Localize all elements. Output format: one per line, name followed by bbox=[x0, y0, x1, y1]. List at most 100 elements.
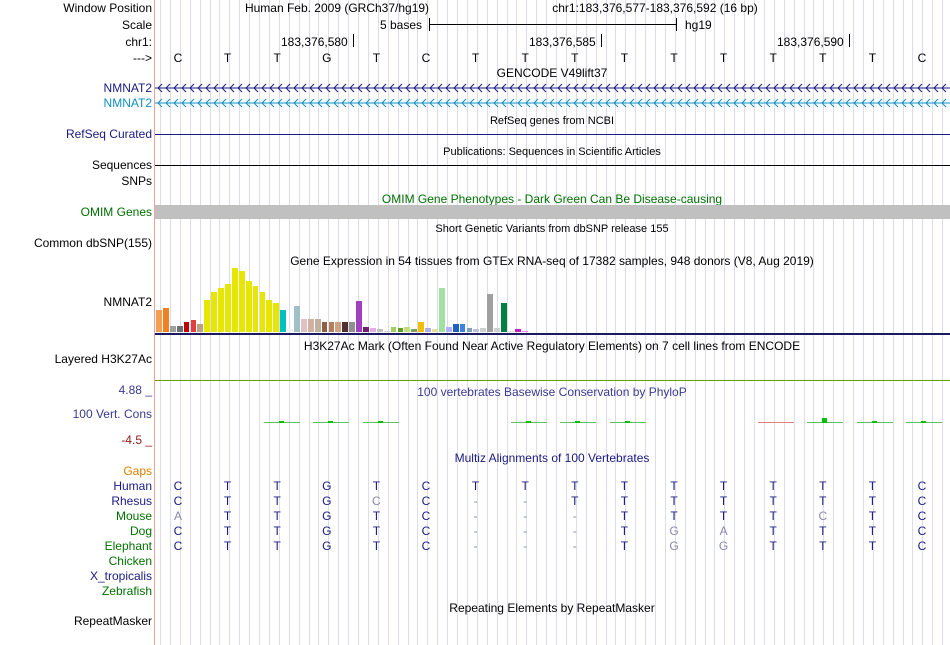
gtex-tissue-bar[interactable] bbox=[473, 329, 480, 332]
layered-h3k27ac-label[interactable]: Layered H3K27Ac bbox=[54, 352, 152, 366]
gtex-tissue-bar[interactable] bbox=[287, 329, 293, 332]
gtex-tissue-bar[interactable] bbox=[466, 328, 473, 332]
species-label-mouse[interactable]: Mouse bbox=[115, 509, 152, 523]
vert-cons-label[interactable]: 100 Vert. Cons bbox=[72, 407, 152, 421]
species-label-zebrafish[interactable]: Zebrafish bbox=[101, 584, 152, 598]
gtex-tissue-bar[interactable] bbox=[218, 288, 224, 332]
grid-line bbox=[714, 0, 716, 645]
gtex-tissue-bar[interactable] bbox=[383, 331, 390, 332]
gtex-tissue-bar[interactable] bbox=[445, 327, 452, 332]
ref-base: T bbox=[670, 51, 678, 65]
grid-line bbox=[932, 0, 934, 645]
alignment-base: T bbox=[620, 539, 629, 553]
gtex-tissue-bar[interactable] bbox=[321, 322, 328, 332]
gtex-tissue-bar[interactable] bbox=[314, 319, 321, 332]
gencode-transcript-2[interactable] bbox=[155, 98, 950, 108]
gtex-tissue-bar[interactable] bbox=[273, 303, 280, 332]
gtex-tissue-bar[interactable] bbox=[183, 322, 190, 332]
gtex-tissue-bar[interactable] bbox=[162, 308, 169, 332]
phylop-score-peak bbox=[921, 421, 926, 423]
gtex-tissue-bar[interactable] bbox=[349, 322, 356, 332]
grid-line bbox=[397, 0, 399, 645]
ref-base: C bbox=[917, 51, 927, 65]
gtex-tissue-bar[interactable] bbox=[211, 292, 218, 332]
gencode-gene-label-2[interactable]: NMNAT2 bbox=[103, 96, 152, 110]
refseq-curated-label[interactable]: RefSeq Curated bbox=[65, 127, 152, 141]
species-label-rhesus[interactable]: Rhesus bbox=[111, 494, 152, 508]
omim-genes-label[interactable]: OMIM Genes bbox=[80, 205, 152, 219]
species-label-x_tropicalis[interactable]: X_tropicalis bbox=[89, 569, 152, 583]
phylop-score-mark bbox=[757, 422, 794, 423]
gtex-tissue-bar[interactable] bbox=[342, 322, 349, 332]
ref-base: T bbox=[620, 51, 629, 65]
gtex-tissue-bar[interactable] bbox=[300, 319, 307, 332]
gtex-tissue-bar[interactable] bbox=[294, 306, 300, 332]
gtex-tissue-bar[interactable] bbox=[231, 268, 238, 332]
grid-line bbox=[466, 0, 468, 645]
gtex-tissue-bar[interactable] bbox=[176, 326, 183, 332]
gaps-label[interactable]: Gaps bbox=[123, 464, 152, 478]
species-label-chicken[interactable]: Chicken bbox=[108, 554, 152, 568]
gtex-tissue-bar[interactable] bbox=[266, 300, 273, 332]
ref-base: T bbox=[372, 51, 381, 65]
gtex-tissue-bar[interactable] bbox=[390, 327, 397, 332]
gtex-tissue-bar[interactable] bbox=[356, 301, 362, 332]
gtex-tissue-bar[interactable] bbox=[307, 319, 314, 332]
gtex-tissue-bar[interactable] bbox=[190, 320, 197, 332]
snps-label[interactable]: SNPs bbox=[121, 174, 152, 188]
gtex-tissue-bar[interactable] bbox=[238, 271, 245, 332]
sequences-line[interactable] bbox=[155, 165, 950, 166]
gtex-tissue-bar[interactable] bbox=[411, 329, 418, 332]
gtex-tissue-bar[interactable] bbox=[363, 327, 369, 332]
gencode-gene-label-1[interactable]: NMNAT2 bbox=[103, 81, 152, 95]
gtex-tissue-bar[interactable] bbox=[280, 310, 287, 332]
sequences-label[interactable]: Sequences bbox=[91, 158, 152, 172]
gtex-tissue-bar[interactable] bbox=[225, 284, 231, 332]
omim-phenotype-bar[interactable] bbox=[155, 205, 950, 219]
grid-line bbox=[496, 0, 498, 645]
alignment-base: A bbox=[719, 524, 728, 538]
gtex-tissue-bar[interactable] bbox=[452, 324, 459, 332]
gtex-tissue-bar[interactable] bbox=[404, 327, 411, 332]
gtex-tissue-bar[interactable] bbox=[197, 324, 204, 332]
grid-line bbox=[823, 0, 825, 645]
gtex-tissue-bar[interactable] bbox=[204, 300, 211, 332]
species-label-dog[interactable]: Dog bbox=[129, 524, 152, 538]
repeatmasker-label[interactable]: RepeatMasker bbox=[73, 614, 152, 628]
gtex-tissue-bar[interactable] bbox=[397, 328, 404, 332]
gencode-transcript-1[interactable] bbox=[155, 83, 950, 93]
common-dbsnp-label[interactable]: Common dbSNP(155) bbox=[33, 236, 152, 250]
gtex-tissue-bar[interactable] bbox=[156, 310, 162, 332]
alignment-base: T bbox=[223, 524, 232, 538]
refseq-gene-line[interactable] bbox=[155, 134, 950, 135]
alignment-base: C bbox=[173, 524, 183, 538]
track-data-area[interactable]: Human Feb. 2009 (GRCh37/hg19) chr1:183,3… bbox=[155, 0, 950, 645]
gtex-tissue-bar[interactable] bbox=[494, 328, 500, 332]
gtex-tissue-bar[interactable] bbox=[418, 322, 425, 332]
gtex-tissue-bar[interactable] bbox=[259, 292, 266, 332]
gtex-tissue-bar[interactable] bbox=[521, 331, 528, 332]
gtex-gene-label[interactable]: NMNAT2 bbox=[103, 295, 152, 309]
gtex-tissue-bar[interactable] bbox=[480, 328, 487, 332]
gtex-tissue-bar[interactable] bbox=[501, 303, 507, 332]
gtex-tissue-bar[interactable] bbox=[507, 331, 514, 332]
gtex-tissue-bar[interactable] bbox=[514, 329, 521, 332]
grid-line bbox=[942, 0, 944, 645]
gtex-tissue-bar[interactable] bbox=[369, 328, 376, 332]
h3k27ac-signal-line[interactable] bbox=[155, 380, 950, 381]
gtex-tissue-bar[interactable] bbox=[376, 329, 383, 332]
gtex-tissue-bar[interactable] bbox=[245, 281, 252, 332]
gtex-tissue-bar[interactable] bbox=[335, 322, 342, 332]
gtex-tissue-bar[interactable] bbox=[438, 288, 445, 332]
species-label-human[interactable]: Human bbox=[113, 479, 152, 493]
gtex-tissue-bar[interactable] bbox=[169, 326, 176, 332]
alignment-base: - bbox=[523, 539, 528, 553]
gtex-tissue-bar[interactable] bbox=[425, 328, 431, 332]
species-label-elephant[interactable]: Elephant bbox=[104, 539, 152, 553]
gtex-tissue-bar[interactable] bbox=[328, 322, 335, 332]
gtex-tissue-bar[interactable] bbox=[487, 294, 494, 332]
gtex-tissue-bar[interactable] bbox=[252, 286, 259, 332]
gtex-tissue-bar[interactable] bbox=[459, 324, 466, 332]
gtex-tissue-bar[interactable] bbox=[432, 329, 438, 332]
scale-bar-text: 5 bases bbox=[380, 18, 423, 32]
